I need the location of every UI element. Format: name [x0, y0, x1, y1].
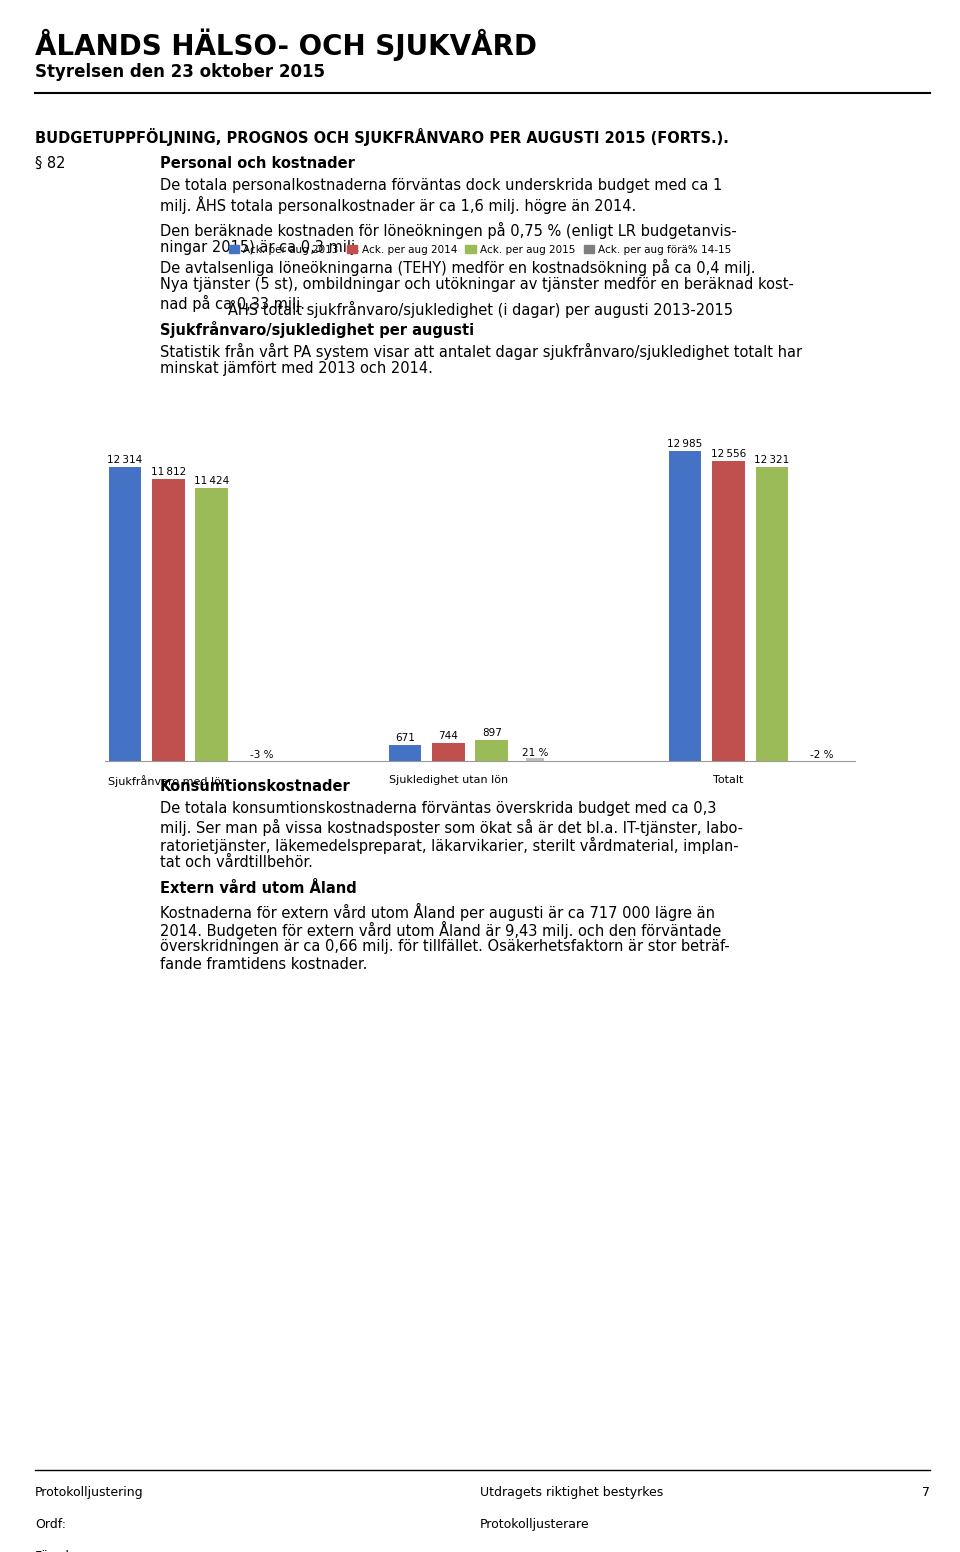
Text: Nya tjänster (5 st), ombildningar och utökningar av tjänster medför en beräknad : Nya tjänster (5 st), ombildningar och ut…	[160, 276, 794, 292]
Text: ÅHS totalt sjukfrånvaro/sjukledighet (i dagar) per augusti 2013-2015: ÅHS totalt sjukfrånvaro/sjukledighet (i …	[228, 300, 732, 318]
Text: 897: 897	[482, 728, 502, 737]
Text: Föredr:: Föredr:	[35, 1550, 79, 1552]
Text: -2 %: -2 %	[810, 750, 833, 760]
Text: milj. ÅHS totala personalkostnader är ca 1,6 milj. högre än 2014.: milj. ÅHS totala personalkostnader är ca…	[160, 196, 636, 214]
Text: 11 812: 11 812	[151, 467, 186, 476]
Text: Extern vård utom Åland: Extern vård utom Åland	[160, 882, 357, 896]
Text: De avtalsenliga löneökningarna (TEHY) medför en kostnadsökning på ca 0,4 milj.: De avtalsenliga löneökningarna (TEHY) me…	[160, 259, 756, 276]
Text: -3 %: -3 %	[250, 750, 273, 760]
Legend: Ack. per aug 2013, Ack. per aug 2014, Ack. per aug 2015, Ack. per aug förä% 14-1: Ack. per aug 2013, Ack. per aug 2014, Ac…	[225, 241, 735, 259]
Text: De totala konsumtionskostnaderna förväntas överskrida budget med ca 0,3: De totala konsumtionskostnaderna förvänt…	[160, 801, 716, 816]
Text: minskat jämfört med 2013 och 2014.: minskat jämfört med 2013 och 2014.	[160, 362, 433, 376]
Text: Konsumtionskostnader: Konsumtionskostnader	[160, 779, 350, 795]
Text: 744: 744	[439, 731, 458, 742]
Text: fande framtidens kostnader.: fande framtidens kostnader.	[160, 958, 368, 972]
Text: Totalt: Totalt	[713, 776, 744, 785]
Text: Styrelsen den 23 oktober 2015: Styrelsen den 23 oktober 2015	[35, 64, 325, 81]
Text: Utdragets riktighet bestyrkes: Utdragets riktighet bestyrkes	[480, 1485, 663, 1499]
Text: Sjukfrånvaro/sjukledighet per augusti: Sjukfrånvaro/sjukledighet per augusti	[160, 321, 474, 338]
Bar	[475, 740, 508, 760]
Text: Personal och kostnader: Personal och kostnader	[160, 157, 355, 171]
Text: Den beräknade kostnaden för löneökningen på 0,75 % (enligt LR budgetanvis-: Den beräknade kostnaden för löneökningen…	[160, 222, 736, 239]
Text: ningar 2015) är ca 0,3 milj.: ningar 2015) är ca 0,3 milj.	[160, 241, 360, 255]
Text: 12 556: 12 556	[710, 450, 746, 459]
Bar	[196, 489, 228, 760]
Text: Protokolljustering: Protokolljustering	[35, 1485, 144, 1499]
Text: Ordf:: Ordf:	[35, 1518, 66, 1530]
Bar	[389, 745, 421, 760]
Bar	[432, 743, 465, 760]
Text: milj. Ser man på vissa kostnadsposter som ökat så är det bl.a. IT-tjänster, labo: milj. Ser man på vissa kostnadsposter so…	[160, 819, 743, 837]
Text: § 82: § 82	[35, 157, 65, 171]
Bar	[152, 480, 184, 760]
Text: ratorietjänster, läkemedelspreparat, läkarvikarier, sterilt vårdmaterial, implan: ratorietjänster, läkemedelspreparat, läk…	[160, 837, 738, 854]
Bar	[756, 467, 788, 760]
Bar	[526, 757, 544, 760]
Text: 2014. Budgeten för extern vård utom Åland är 9,43 milj. och den förväntade: 2014. Budgeten för extern vård utom Ålan…	[160, 920, 721, 939]
Text: Sjukfrånvaro med lön: Sjukfrånvaro med lön	[108, 776, 228, 787]
Text: BUDGETUPPFÖLJNING, PROGNOS OCH SJUKFRÅNVARO PER AUGUSTI 2015 (FORTS.).: BUDGETUPPFÖLJNING, PROGNOS OCH SJUKFRÅNV…	[35, 127, 729, 146]
Text: 11 424: 11 424	[194, 476, 229, 486]
Text: 12 321: 12 321	[755, 455, 789, 466]
Text: Statistik från vårt PA system visar att antalet dagar sjukfrånvaro/sjukledighet : Statistik från vårt PA system visar att …	[160, 343, 803, 360]
Text: 7: 7	[922, 1485, 930, 1499]
Bar	[712, 461, 745, 760]
Text: 21 %: 21 %	[522, 748, 548, 757]
Text: 671: 671	[396, 733, 415, 743]
Text: Kostnaderna för extern vård utom Åland per augusti är ca 717 000 lägre än: Kostnaderna för extern vård utom Åland p…	[160, 903, 715, 920]
Text: 12 985: 12 985	[667, 439, 703, 449]
Bar	[108, 467, 141, 760]
Text: Protokolljusterare: Protokolljusterare	[480, 1518, 589, 1530]
Text: ÅLANDS HÄLSO- OCH SJUKVÅRD: ÅLANDS HÄLSO- OCH SJUKVÅRD	[35, 28, 537, 61]
Text: 12 314: 12 314	[108, 455, 142, 466]
Text: nad på ca 0,33 milj.: nad på ca 0,33 milj.	[160, 295, 305, 312]
Text: överskridningen är ca 0,66 milj. för tillfället. Osäkerhetsfaktorn är stor beträ: överskridningen är ca 0,66 milj. för til…	[160, 939, 730, 954]
Text: tat och vårdtillbehör.: tat och vårdtillbehör.	[160, 855, 313, 871]
Text: De totala personalkostnaderna förväntas dock underskrida budget med ca 1: De totala personalkostnaderna förväntas …	[160, 178, 722, 192]
Bar	[669, 452, 702, 760]
Text: Sjukledighet utan lön: Sjukledighet utan lön	[389, 776, 508, 785]
